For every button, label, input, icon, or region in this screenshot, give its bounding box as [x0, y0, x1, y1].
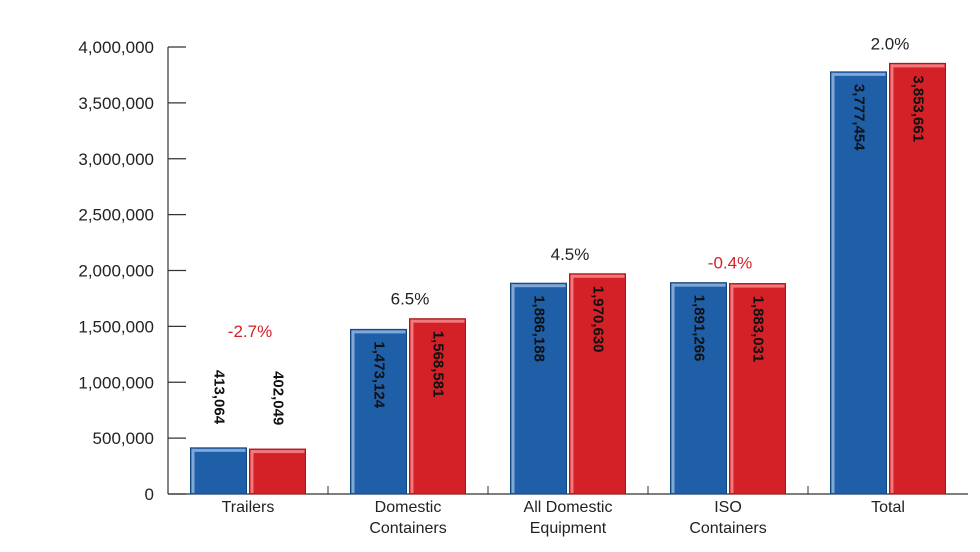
bar — [729, 283, 786, 495]
x-tick-label-line: Equipment — [530, 520, 607, 537]
bar — [350, 328, 407, 495]
percent-change-label: -0.4% — [708, 254, 752, 273]
y-tick-label: 3,500,000 — [78, 94, 154, 113]
bar — [569, 273, 626, 495]
data-label: 3,777,454 — [851, 84, 868, 151]
bar-highlight-top — [570, 274, 625, 278]
x-tick-label: Trailers — [222, 499, 275, 516]
chart-bars — [190, 62, 946, 495]
bar-highlight-left — [890, 64, 894, 493]
percent-change-label: 2.0% — [871, 34, 910, 53]
bar — [249, 448, 306, 495]
x-tick-label-line: Domestic — [375, 499, 442, 516]
bar-highlight-left — [511, 284, 515, 493]
data-label: 1,886,188 — [531, 295, 548, 362]
x-tick-label-line: Containers — [369, 520, 446, 537]
data-label: 402,049 — [270, 371, 287, 425]
bar-highlight-left — [730, 284, 734, 493]
y-tick-label: 1,000,000 — [78, 373, 154, 392]
data-label: 3,853,661 — [910, 75, 927, 142]
x-tick-label-line: Containers — [689, 520, 766, 537]
y-tick-label: 2,000,000 — [78, 262, 154, 281]
bar-highlight-left — [671, 283, 675, 493]
bar-highlight-top — [831, 72, 886, 76]
data-label: 1,883,031 — [750, 296, 767, 363]
x-tick-label-line: ISO — [714, 499, 742, 516]
bar-highlight-top — [351, 330, 406, 334]
bar-highlight-top — [890, 64, 945, 68]
x-tick-label: Domestic Containers — [369, 499, 446, 537]
bar-highlight-left — [351, 330, 355, 493]
bar-highlight-top — [250, 450, 305, 454]
bar — [830, 71, 887, 495]
percent-change-label: 4.5% — [551, 245, 590, 264]
bar-highlight-left — [570, 274, 574, 493]
bar — [670, 282, 727, 495]
bar-highlight-left — [410, 319, 414, 493]
bar-highlight-top — [671, 283, 726, 287]
bar-highlight-left — [250, 450, 254, 493]
bar — [409, 318, 466, 495]
x-tick-label: All Domestic Equipment — [524, 499, 613, 537]
bar — [190, 447, 247, 495]
bar-highlight-top — [410, 319, 465, 323]
bar-highlight-left — [831, 72, 835, 494]
bar — [510, 282, 567, 495]
y-tick-label: 500,000 — [93, 429, 154, 448]
bar-highlight-top — [191, 448, 246, 452]
y-tick-label: 3,000,000 — [78, 150, 154, 169]
y-tick-label: 4,000,000 — [78, 38, 154, 57]
y-tick-label: 0 — [145, 485, 154, 504]
data-label: 1,568,581 — [430, 331, 447, 398]
data-label: 1,473,124 — [371, 341, 388, 408]
chart-labels: Trailers 413,064 402,049 -2.7% Domestic Conta… — [211, 34, 927, 537]
bar-highlight-left — [191, 448, 195, 493]
x-tick-label-line: Trailers — [222, 499, 275, 516]
percent-change-label: -2.7% — [228, 322, 272, 341]
x-tick-label-line: All Domestic — [524, 499, 613, 516]
y-tick-label: 2,500,000 — [78, 206, 154, 225]
x-tick-label: Total — [871, 499, 905, 516]
x-tick-label: ISO Containers — [689, 499, 766, 537]
data-label: 1,970,630 — [590, 286, 607, 353]
bar-highlight-top — [511, 284, 566, 288]
data-label: 1,891,266 — [691, 295, 708, 362]
chart-axes: 0 500,000 1,000,000 1,500,000 2,000,000 2,500… — [78, 38, 968, 504]
y-tick-label: 1,500,000 — [78, 317, 154, 336]
x-tick-label-line: Total — [871, 499, 905, 516]
bar — [889, 62, 946, 495]
data-label: 413,064 — [211, 370, 228, 425]
percent-change-label: 6.5% — [391, 290, 430, 309]
bar-highlight-top — [730, 284, 785, 288]
